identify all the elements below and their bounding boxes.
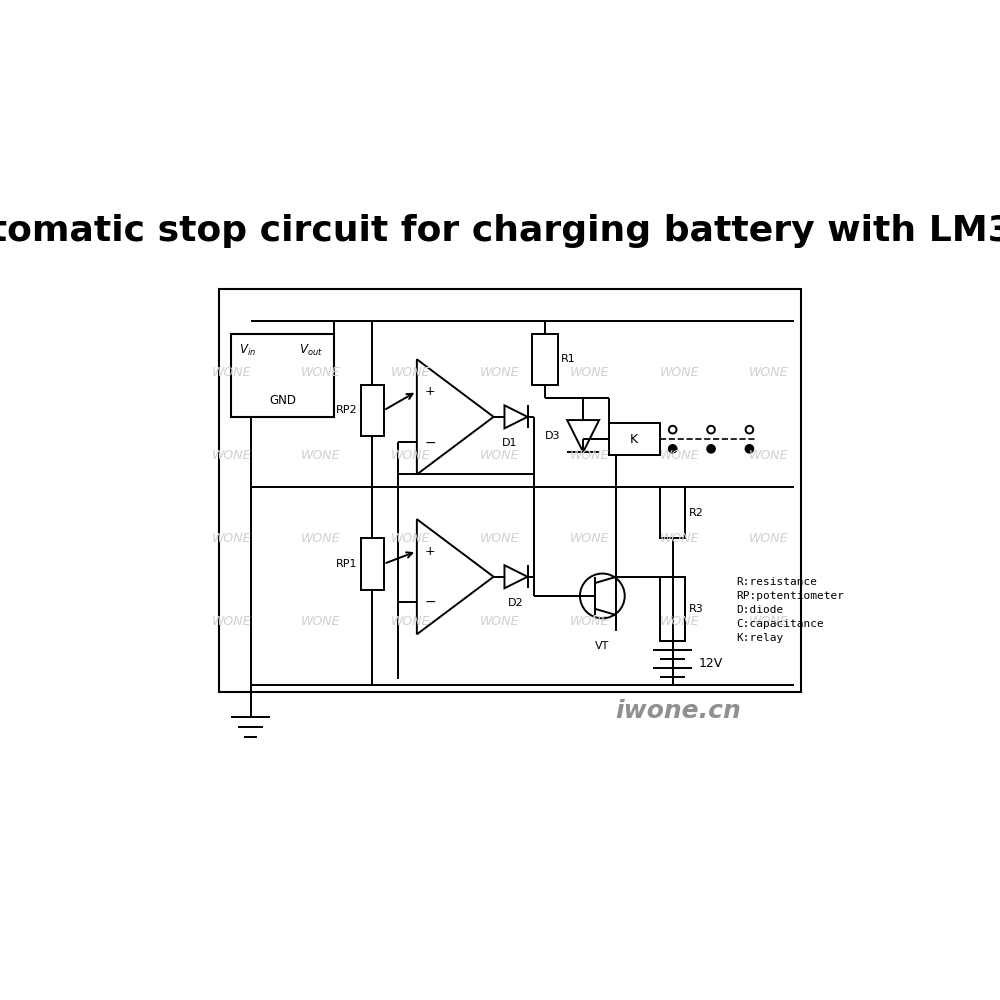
Bar	[532, 334, 558, 385]
Bar	[660, 487, 685, 538]
Text: WONE: WONE	[570, 532, 609, 545]
Text: WONE: WONE	[212, 615, 251, 628]
Polygon shape	[567, 420, 599, 452]
Bar	[231, 334, 334, 417]
Text: WONE: WONE	[570, 615, 609, 628]
Circle shape	[669, 426, 677, 433]
Text: $V_{in}$: $V_{in}$	[239, 343, 256, 358]
Text: WONE: WONE	[480, 449, 520, 462]
Polygon shape	[417, 519, 494, 634]
Circle shape	[746, 445, 753, 453]
Text: $V_{out}$: $V_{out}$	[299, 343, 322, 358]
Text: −: −	[425, 435, 436, 449]
Text: WONE: WONE	[570, 366, 609, 379]
Text: WONE: WONE	[480, 615, 520, 628]
Text: WONE: WONE	[301, 615, 341, 628]
Text: WONE: WONE	[301, 366, 341, 379]
Circle shape	[746, 426, 753, 433]
Text: iwone.cn: iwone.cn	[615, 699, 741, 723]
Text: −: −	[425, 595, 436, 609]
Circle shape	[580, 574, 625, 618]
Text: VT: VT	[595, 641, 610, 651]
Text: D1: D1	[502, 438, 517, 448]
Text: R2: R2	[689, 508, 704, 518]
Text: D3: D3	[545, 431, 561, 441]
Text: WONE: WONE	[570, 449, 609, 462]
Bar	[219, 289, 801, 692]
Text: WONE: WONE	[212, 449, 251, 462]
Text: WONE: WONE	[659, 366, 699, 379]
Circle shape	[707, 426, 715, 433]
Text: WONE: WONE	[480, 532, 520, 545]
Bar	[361, 385, 384, 436]
Bar	[660, 577, 685, 641]
Text: WONE: WONE	[212, 366, 251, 379]
Text: WONE: WONE	[659, 615, 699, 628]
Text: R1: R1	[561, 354, 576, 364]
Text: WONE: WONE	[391, 366, 430, 379]
Text: WONE: WONE	[301, 532, 341, 545]
Text: R3: R3	[689, 604, 703, 614]
Text: WONE: WONE	[659, 449, 699, 462]
Text: 12V: 12V	[698, 657, 723, 670]
Text: D2: D2	[508, 598, 524, 608]
Text: WONE: WONE	[391, 615, 430, 628]
Text: WONE: WONE	[749, 449, 788, 462]
Text: K: K	[630, 433, 638, 446]
Circle shape	[669, 445, 677, 453]
Text: R:resistance
RP:potentiometer
D:diode
C:capacitance
K:relay: R:resistance RP:potentiometer D:diode C:…	[737, 577, 845, 643]
Text: WONE: WONE	[749, 615, 788, 628]
Text: WONE: WONE	[391, 532, 430, 545]
Text: WONE: WONE	[659, 532, 699, 545]
Text: +: +	[425, 385, 435, 398]
Polygon shape	[417, 359, 494, 474]
Bar	[609, 423, 660, 455]
Text: RP1: RP1	[336, 559, 357, 569]
Text: WONE: WONE	[480, 366, 520, 379]
Polygon shape	[504, 565, 528, 588]
Text: +: +	[425, 545, 435, 558]
Text: WONE: WONE	[212, 532, 251, 545]
Polygon shape	[504, 405, 528, 428]
Text: WONE: WONE	[391, 449, 430, 462]
Text: WONE: WONE	[301, 449, 341, 462]
Text: RP2: RP2	[336, 405, 357, 415]
Text: Automatic stop circuit for charging battery with LM324: Automatic stop circuit for charging batt…	[0, 214, 1000, 248]
Text: GND: GND	[269, 394, 296, 407]
Bar	[361, 538, 384, 590]
Circle shape	[707, 445, 715, 453]
Text: WONE: WONE	[749, 532, 788, 545]
Text: WONE: WONE	[749, 366, 788, 379]
